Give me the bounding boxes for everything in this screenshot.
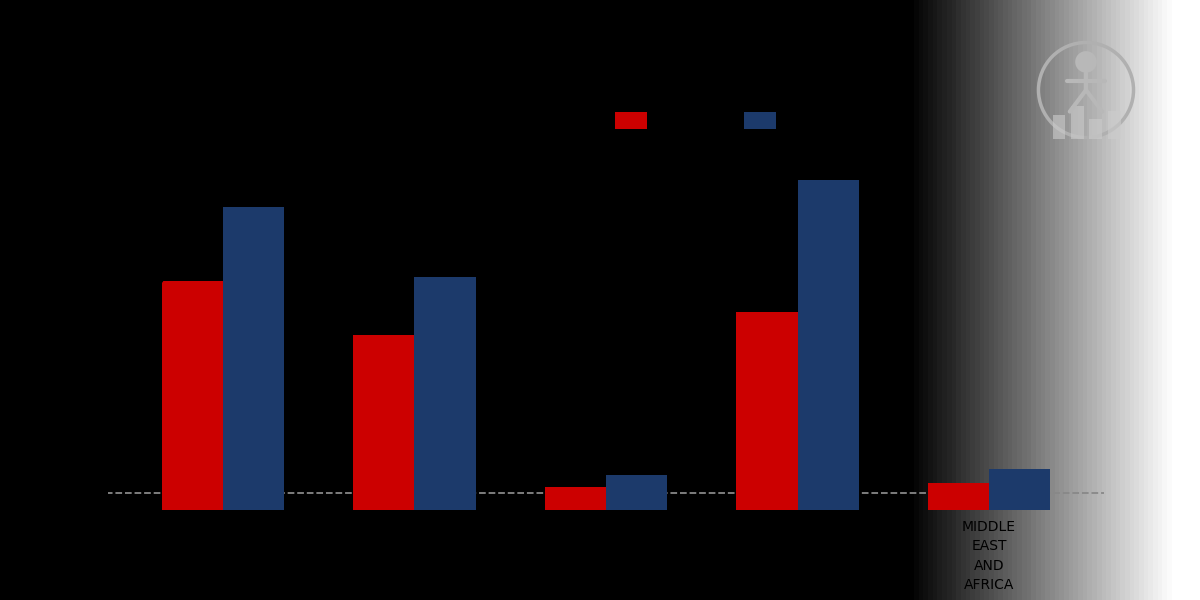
Bar bbox=[223, 207, 284, 510]
Bar bbox=[737, 312, 798, 510]
Bar bbox=[545, 487, 606, 510]
Bar bbox=[1052, 115, 1066, 139]
Bar bbox=[1108, 110, 1121, 139]
Bar bbox=[414, 277, 475, 510]
Text: Nutritional Drink Market, By Regional, 2023 & 2032: Nutritional Drink Market, By Regional, 2… bbox=[108, 42, 822, 70]
Y-axis label: Market Size in USD Billion: Market Size in USD Billion bbox=[76, 199, 94, 413]
Circle shape bbox=[1075, 51, 1097, 73]
Bar bbox=[162, 281, 223, 510]
Legend: 2023, 2032: 2023, 2032 bbox=[606, 103, 845, 140]
Bar bbox=[928, 483, 989, 510]
Bar bbox=[1090, 119, 1103, 139]
Bar bbox=[353, 335, 414, 510]
Text: 5.9: 5.9 bbox=[139, 272, 166, 287]
Bar bbox=[798, 180, 859, 510]
Bar bbox=[989, 469, 1050, 510]
Bar bbox=[1070, 106, 1084, 139]
Bar bbox=[606, 475, 667, 510]
